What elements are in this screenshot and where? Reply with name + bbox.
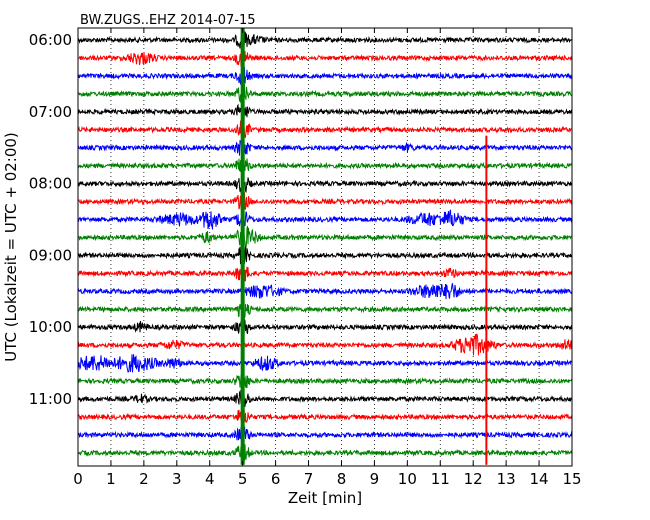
trace-row-10 [77,209,573,230]
trace-row-0 [77,31,573,49]
trace-row-12 [77,246,573,266]
trace-row-3 [77,84,573,105]
y-axis-ticks: 06:00 07:00 08:00 09:00 10:00 11:00 [29,31,572,408]
x-tick-label-15: 15 [562,470,581,488]
trace-row-11 [77,225,573,250]
trace-row-13 [77,266,573,282]
y-axis-label: UTC (Lokalzeit = UTC + 02:00) [2,132,20,362]
trace-row-8 [77,176,573,195]
x-axis-ticks: 0 1 2 3 4 5 6 7 8 9 10 11 12 13 14 15 [73,28,582,488]
trace-row-14 [77,283,573,300]
trace-row-6 [77,139,573,156]
x-tick-label-12: 12 [464,470,483,488]
x-tick-label-2: 2 [139,470,149,488]
x-tick-label-11: 11 [431,470,450,488]
trace-row-16 [77,317,573,336]
x-tick-label-7: 7 [304,470,314,488]
y-tick-label-2: 08:00 [29,175,72,193]
trace-row-18 [77,354,573,373]
y-tick-label-5: 11:00 [29,390,72,408]
x-axis-label: Zeit [min] [288,489,362,507]
x-tick-label-4: 4 [205,470,215,488]
trace-row-19 [77,374,573,390]
trace-row-7 [77,158,573,177]
trace-row-23 [77,444,573,463]
plot-frame [77,27,573,467]
trace-row-21 [77,407,573,423]
trace-row-17 [77,333,573,356]
trace-row-5 [77,120,573,141]
chart-title: BW.ZUGS..EHZ 2014-07-15 [80,13,256,28]
event-marker-1 [485,135,488,465]
x-tick-label-13: 13 [497,470,516,488]
trace-row-20 [77,388,573,409]
x-tick-label-3: 3 [172,470,182,488]
trace-row-2 [77,67,573,85]
y-tick-label-0: 06:00 [29,31,72,49]
x-tick-label-6: 6 [271,470,281,488]
trace-row-9 [77,192,573,212]
x-tick-label-8: 8 [337,470,347,488]
y-tick-label-4: 10:00 [29,318,72,336]
trace-row-15 [77,299,573,320]
seismic-traces [77,31,573,463]
x-tick-label-14: 14 [530,470,549,488]
x-tick-label-9: 9 [370,470,380,488]
y-tick-label-1: 07:00 [29,103,72,121]
trace-row-4 [77,103,573,121]
trace-row-1 [77,50,573,67]
x-tick-label-1: 1 [106,470,116,488]
trace-row-22 [77,426,573,444]
y-tick-label-3: 09:00 [29,246,72,264]
x-tick-label-5: 5 [238,470,248,488]
x-tick-label-0: 0 [73,470,83,488]
event-markers [240,28,488,465]
x-tick-label-10: 10 [398,470,417,488]
event-marker-0 [240,28,245,465]
